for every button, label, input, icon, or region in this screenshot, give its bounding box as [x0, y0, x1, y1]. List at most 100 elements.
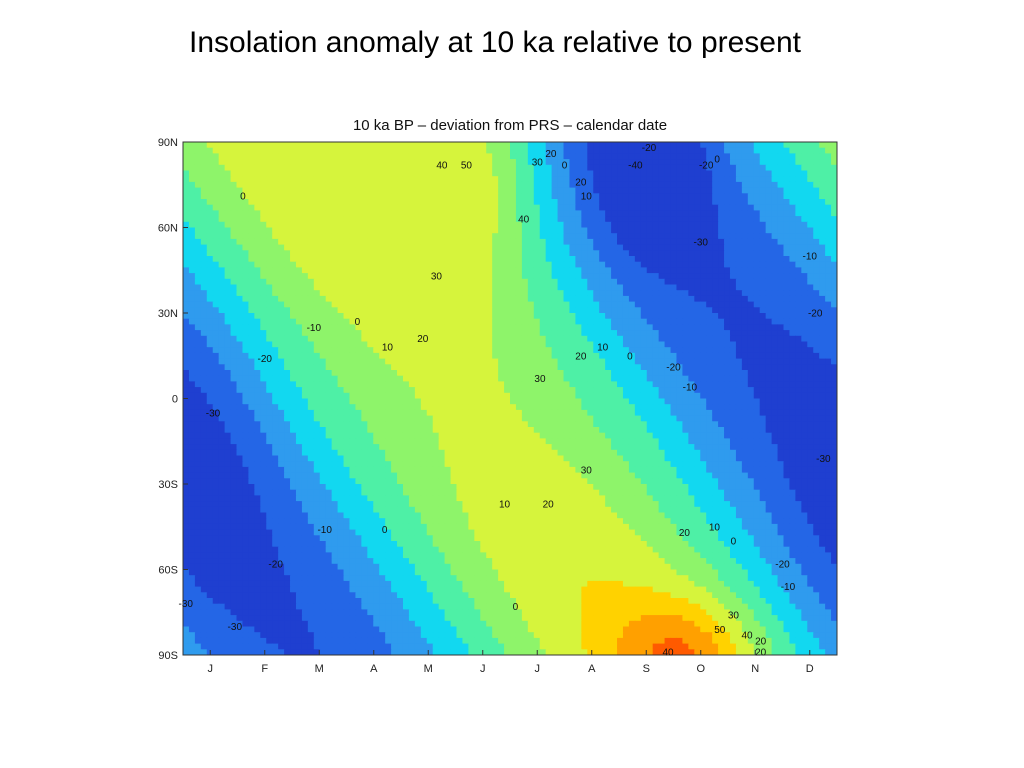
- field-cell: [700, 370, 707, 377]
- field-cell: [188, 387, 196, 394]
- field-cell: [498, 358, 505, 365]
- field-cell: [676, 176, 684, 183]
- field-cell: [200, 204, 208, 211]
- field-cell: [361, 238, 368, 246]
- field-cell: [628, 238, 636, 246]
- field-cell: [337, 313, 345, 320]
- field-cell: [539, 330, 547, 337]
- field-cell: [212, 204, 220, 211]
- field-cell: [718, 301, 725, 308]
- field-cell: [617, 187, 624, 194]
- field-cell: [724, 358, 731, 365]
- field-cell: [718, 233, 725, 240]
- field-cell: [343, 159, 351, 166]
- field-cell: [408, 159, 416, 166]
- field-cell: [545, 227, 553, 234]
- field-cell: [295, 307, 303, 314]
- field-cell: [819, 358, 826, 365]
- field-cell: [694, 204, 701, 211]
- field-cell: [664, 318, 672, 325]
- field-cell: [391, 147, 398, 154]
- field-cell: [236, 233, 244, 240]
- field-cell: [420, 153, 428, 160]
- field-cell: [694, 238, 701, 246]
- field-cell: [801, 318, 808, 325]
- field-cell: [426, 341, 434, 348]
- field-cell: [337, 164, 345, 172]
- field-cell: [200, 238, 208, 246]
- field-cell: [486, 142, 493, 149]
- field-cell: [783, 170, 791, 177]
- field-cell: [420, 318, 428, 325]
- field-cell: [664, 261, 672, 268]
- field-cell: [527, 347, 535, 354]
- field-cell: [230, 318, 238, 325]
- field-cell: [486, 375, 493, 382]
- field-cell: [753, 324, 761, 331]
- field-cell: [551, 210, 559, 217]
- field-cell: [599, 176, 606, 183]
- field-cell: [420, 261, 428, 268]
- field-cell: [521, 335, 529, 343]
- field-cell: [504, 278, 511, 286]
- field-cell: [765, 153, 773, 160]
- field-cell: [825, 330, 832, 337]
- field-cell: [188, 227, 196, 234]
- field-cell: [224, 347, 232, 354]
- field-cell: [248, 284, 255, 291]
- field-cell: [605, 233, 612, 240]
- field-cell: [325, 153, 333, 160]
- field-cell: [355, 261, 362, 268]
- field-cell: [432, 364, 440, 371]
- field-cell: [408, 284, 416, 291]
- field-cell: [729, 142, 737, 149]
- field-cell: [795, 273, 802, 280]
- field-cell: [545, 181, 553, 189]
- field-cell: [361, 193, 368, 200]
- field-cell: [753, 244, 761, 251]
- field-cell: [813, 267, 820, 274]
- field-cell: [349, 142, 357, 149]
- field-cell: [325, 187, 333, 194]
- field-cell: [194, 233, 202, 240]
- field-cell: [652, 375, 660, 382]
- field-cell: [729, 335, 737, 343]
- field-cell: [646, 233, 654, 240]
- field-cell: [313, 330, 321, 337]
- field-cell: [795, 358, 802, 365]
- field-cell: [724, 147, 731, 154]
- field-cell: [783, 233, 791, 240]
- field-cell: [307, 187, 315, 194]
- field-cell: [628, 261, 636, 268]
- field-cell: [301, 381, 309, 388]
- field-cell: [331, 324, 339, 331]
- field-cell: [397, 181, 404, 189]
- field-cell: [628, 216, 636, 223]
- field-cell: [492, 261, 499, 268]
- field-cell: [242, 159, 249, 166]
- field-cell: [290, 176, 297, 183]
- field-cell: [819, 181, 826, 189]
- field-cell: [254, 313, 261, 320]
- field-cell: [331, 216, 339, 223]
- field-cell: [658, 335, 666, 343]
- field-cell: [795, 313, 802, 320]
- field-cell: [319, 364, 327, 371]
- field-cell: [611, 301, 618, 308]
- field-cell: [212, 216, 220, 223]
- field-cell: [254, 301, 261, 308]
- field-cell: [236, 204, 244, 211]
- field-cell: [581, 187, 588, 194]
- field-cell: [480, 392, 487, 400]
- field-cell: [587, 278, 594, 286]
- field-cell: [729, 147, 737, 154]
- field-cell: [664, 347, 672, 354]
- field-cell: [700, 159, 707, 166]
- field-cell: [230, 267, 238, 274]
- field-cell: [456, 318, 464, 325]
- field-cell: [783, 392, 791, 400]
- field-cell: [801, 244, 808, 251]
- field-cell: [593, 261, 600, 268]
- field-cell: [617, 267, 624, 274]
- field-cell: [527, 256, 535, 263]
